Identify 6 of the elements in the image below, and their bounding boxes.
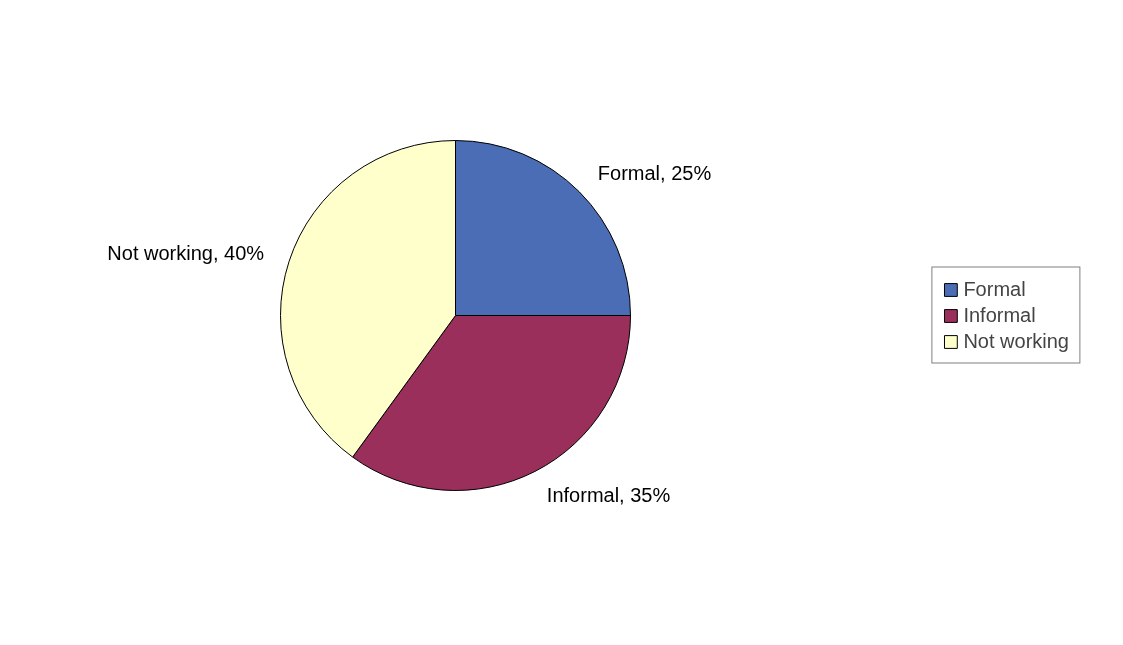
data-label: Formal, 25% — [597, 162, 712, 185]
legend-label: Informal — [963, 303, 1036, 327]
legend-label: Not working — [963, 329, 1069, 353]
legend-label: Formal — [963, 277, 1026, 301]
data-label: Informal, 35% — [546, 483, 671, 506]
data-label: Not working, 40% — [107, 242, 265, 265]
